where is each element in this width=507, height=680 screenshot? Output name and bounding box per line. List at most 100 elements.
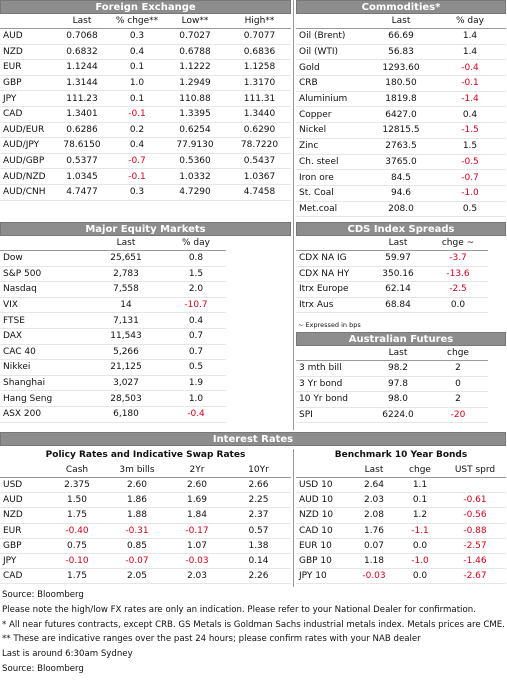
cell: -1.5 — [434, 122, 506, 139]
data-row: ASX 200 6,180 -0.4 — [0, 406, 291, 423]
cell: 1.3144 — [52, 75, 112, 92]
row-label: Itrx Aus — [296, 297, 368, 313]
cell: 1.75 — [48, 568, 106, 585]
column-header: Last — [368, 14, 434, 29]
column-header: UST sprd — [444, 463, 506, 478]
cell: 2763.5 — [368, 138, 434, 155]
footer-line: Please note the high/low FX rates are on… — [2, 604, 476, 615]
cell: 0.7068 — [52, 28, 112, 45]
row-label: GBP — [0, 538, 48, 554]
cell: 1.75 — [48, 507, 106, 524]
column-header: Last — [368, 236, 428, 251]
column-header — [0, 236, 86, 251]
data-row: JPY -0.10 -0.07 -0.03 0.14 — [0, 553, 291, 570]
cell: 1.1 — [396, 477, 444, 494]
data-row: DAX 11,543 0.7 — [0, 328, 291, 345]
cell: 2.08 — [352, 507, 396, 524]
cell: 1.86 — [106, 492, 168, 509]
data-row: FTSE 7,131 0.4 — [0, 312, 291, 329]
cell: -0.61 — [444, 492, 506, 509]
data-row: AUD 1.50 1.86 1.69 2.25 — [0, 492, 291, 509]
cell: 1.18 — [352, 553, 396, 570]
data-row: Oil (WTI) 56.83 1.4 — [296, 44, 506, 61]
data-row: AUD/JPY 78.6150 0.4 77.9130 78.7220 — [0, 137, 291, 154]
cell: -0.4 — [166, 406, 226, 423]
column-header: Last — [86, 236, 166, 251]
cell: -0.1 — [112, 106, 162, 123]
data-row: 3 mth bill 98.2 2 — [296, 360, 506, 377]
cell: 110.88 — [162, 90, 228, 107]
data-row: Gold 1293.60 -0.4 — [296, 59, 506, 77]
section: Commodities* Last% day Oil (Brent) 66.69 1.4… — [296, 0, 506, 218]
cell: -0.07 — [106, 553, 168, 570]
section: Australian Futures Last chge 3 mth bill 98.2… — [296, 332, 506, 423]
cell: 0.5437 — [228, 153, 291, 170]
footer-line: Source: Bloomberg — [2, 664, 84, 674]
cell: 59.97 — [368, 250, 428, 267]
cell: 1.50 — [48, 492, 106, 509]
cell: 2.03 — [168, 568, 226, 585]
row-label: JPY — [0, 90, 52, 107]
cell: -2.57 — [444, 538, 506, 554]
cell: -13.6 — [428, 266, 488, 282]
cell: 11,543 — [86, 328, 166, 345]
column-header: % day — [166, 236, 226, 251]
column-header: % chge** — [112, 14, 162, 29]
data-row: Nikkei 21,125 0.5 — [0, 359, 291, 376]
cell: 1.0 — [166, 390, 226, 407]
row-label: NZD — [0, 44, 52, 61]
row-label: AUD — [0, 28, 52, 45]
cell: 1.69 — [168, 492, 226, 509]
data-row: AUD 10 2.03 0.1 -0.61 — [296, 492, 506, 509]
cell: -0.1 — [434, 75, 506, 92]
cell: 0.6290 — [228, 122, 291, 139]
cell: 0.0 — [396, 538, 444, 554]
header-row: Last chge — [296, 346, 506, 361]
cell: 1.1222 — [162, 59, 228, 76]
row-label: EUR — [0, 59, 52, 76]
data-row: Itrx Aus 68.84 0.0 — [296, 297, 506, 313]
cell: 0.1 — [396, 492, 444, 509]
data-row: USD 2.375 2.60 2.60 2.66 — [0, 477, 291, 494]
cell: -2.67 — [444, 568, 506, 585]
section-title: Australian Futures — [296, 332, 506, 346]
cell: 1.4 — [434, 44, 506, 61]
cell: 350.16 — [368, 266, 428, 282]
cell: 6427.0 — [368, 106, 434, 124]
cell: 1293.60 — [368, 59, 434, 77]
row-label: JPY 10 — [296, 568, 352, 585]
column-header: Last — [368, 346, 428, 361]
data-table: Last% day Dow 25,651 0.8 S&P 500 2,783 1.5 Nasd… — [0, 236, 291, 423]
data-table: Last chge 3 mth bill 98.2 2 3 Yr bond 97.8 0 10 … — [296, 346, 506, 423]
row-label: Gold — [296, 59, 368, 77]
cell: -1.0 — [434, 185, 506, 202]
cell: 2,783 — [86, 266, 166, 283]
row-label: CAD — [0, 568, 48, 585]
cell: 0.6286 — [52, 122, 112, 139]
cell: 0.7027 — [162, 28, 228, 45]
section: CDS Index Spreads Last chge ~ CDX NA IG 59.9… — [296, 222, 506, 313]
column-header: 3m bills — [106, 463, 168, 478]
row-label: Ch. steel — [296, 154, 368, 171]
cell: -20 — [428, 407, 488, 423]
data-row: AUD 0.7068 0.3 0.7027 0.7077 — [0, 28, 291, 45]
cell: 78.7220 — [228, 137, 291, 154]
cell: 2.60 — [168, 477, 226, 494]
cell: 1.3401 — [52, 106, 112, 123]
cell: 21,125 — [86, 359, 166, 376]
row-label: AUD — [0, 492, 48, 509]
row-label: St. Coal — [296, 185, 368, 202]
data-row: CAD 1.3401 -0.1 1.3395 1.3440 — [0, 106, 291, 123]
row-label: Zinc — [296, 138, 368, 155]
data-row: GBP 1.3144 1.0 1.2949 1.3170 — [0, 75, 291, 92]
row-label: GBP 10 — [296, 553, 352, 570]
data-row: NZD 10 2.08 1.2 -0.56 — [296, 507, 506, 524]
data-row: Aluminium 1819.8 -1.4 — [296, 91, 506, 108]
row-label: Iron ore — [296, 169, 368, 186]
row-label: VIX — [0, 297, 86, 314]
cell: -0.88 — [444, 523, 506, 539]
cell: -0.03 — [168, 553, 226, 570]
footer-line: Source: Bloomberg — [2, 590, 84, 600]
cell: 0.8 — [166, 250, 226, 267]
